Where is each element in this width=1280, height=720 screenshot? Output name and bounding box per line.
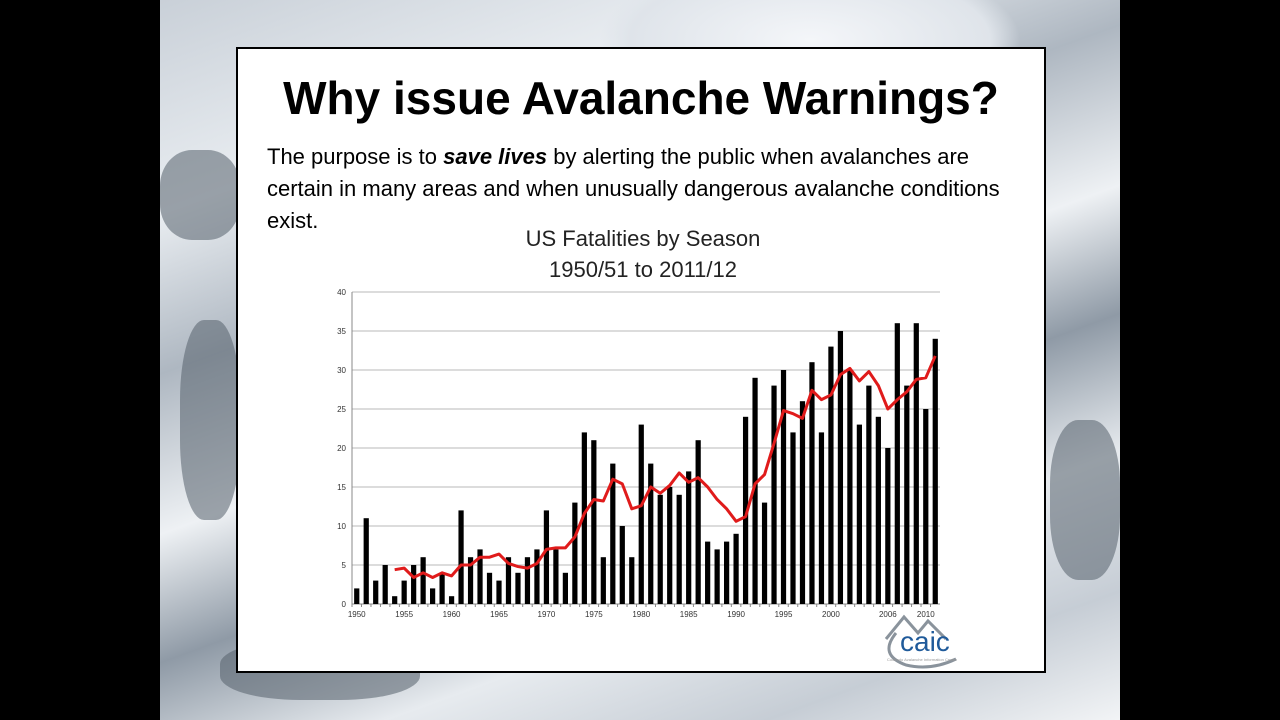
bar-1958 [430, 588, 436, 604]
bar-1999 [818, 432, 825, 604]
bar-2006 [885, 448, 891, 604]
chart-subtitle-line: 1950/51 to 2011/12 [549, 257, 737, 282]
logo-text: caic [900, 626, 950, 657]
bar-2009 [913, 323, 919, 604]
bar-1951 [363, 518, 369, 604]
body-text-start: The purpose is to [267, 144, 444, 169]
chart-title: US Fatalities by Season 1950/51 to 2011/… [488, 223, 798, 285]
x-tick-label: 1965 [490, 610, 508, 619]
bar-1976 [600, 557, 606, 604]
body-text-emphasis: save lives [443, 144, 548, 169]
x-tick-label: 2010 [917, 610, 935, 619]
bar-2002 [847, 370, 853, 604]
x-tick-label: 1990 [727, 610, 745, 619]
bar-1973 [572, 502, 578, 604]
caic-logo: caic Colorado Avalanche Information Cent… [884, 614, 958, 669]
logo-subtext: Colorado Avalanche Information Center [887, 657, 958, 662]
bar-1998 [809, 362, 815, 604]
bar-1953 [382, 565, 388, 604]
bar-1993 [761, 502, 768, 604]
body-text-end: by alerting the public when avalanches a… [267, 144, 1000, 233]
slide-body-text: The purpose is to save lives by alerting… [267, 141, 1027, 237]
x-tick-label: 1955 [395, 610, 413, 619]
bar-1959 [439, 572, 445, 604]
y-tick-label: 10 [337, 522, 346, 531]
bar-1950 [354, 588, 360, 604]
y-tick-label: 15 [337, 483, 346, 492]
bar-1955 [401, 580, 407, 604]
x-tick-label: 1985 [680, 610, 698, 619]
y-tick-label: 35 [337, 327, 346, 336]
bar-1984 [676, 494, 682, 604]
x-tick-label: 1980 [632, 610, 650, 619]
x-tick-label: 2006 [879, 610, 897, 619]
bar-1996 [790, 432, 796, 604]
bar-1970 [543, 510, 550, 604]
bar-1980 [638, 424, 644, 604]
bar-2003 [856, 424, 862, 604]
bar-1987 [705, 541, 711, 604]
bar-1997 [799, 401, 806, 604]
bar-2010 [923, 409, 929, 604]
x-tick-label: 1970 [538, 610, 556, 619]
bar-1972 [562, 572, 568, 604]
x-tick-label: 2000 [822, 610, 840, 619]
x-tick-label: 1975 [585, 610, 603, 619]
x-tick-label: 1960 [443, 610, 461, 619]
bar-1968 [524, 557, 531, 604]
bar-1991 [742, 416, 749, 604]
bar-1956 [411, 565, 417, 604]
bar-1964 [486, 572, 493, 604]
bar-1979 [629, 557, 635, 604]
x-tick-label: 1950 [348, 610, 366, 619]
slide: Why issue Avalanche Warnings? The purpos… [236, 47, 1046, 673]
bar-1966 [505, 557, 512, 604]
bar-1963 [477, 549, 483, 604]
bar-2004 [866, 385, 872, 604]
bar-1988 [714, 549, 720, 604]
bar-1952 [373, 580, 379, 604]
y-tick-label: 0 [342, 600, 347, 609]
bar-1990 [733, 533, 739, 604]
bar-1992 [752, 377, 758, 604]
bar-1983 [667, 487, 673, 604]
bar-1974 [581, 432, 587, 604]
bar-1965 [496, 580, 502, 604]
bar-1994 [771, 385, 777, 604]
y-tick-label: 40 [337, 288, 346, 297]
bar-2005 [875, 416, 881, 604]
bar-1961 [458, 510, 464, 604]
bar-1962 [467, 557, 474, 604]
bar-1969 [534, 549, 540, 604]
bar-1982 [657, 494, 663, 604]
bar-2001 [837, 331, 844, 604]
bar-1957 [420, 557, 426, 604]
bar-1989 [724, 541, 730, 604]
y-tick-label: 5 [342, 561, 347, 570]
bar-1975 [591, 440, 597, 604]
bar-1978 [619, 526, 625, 604]
bar-1954 [392, 596, 398, 604]
bar-1985 [686, 471, 692, 604]
x-tick-label: 1995 [775, 610, 793, 619]
bar-2008 [904, 385, 910, 604]
bar-1981 [648, 463, 654, 604]
moving-average-line [394, 355, 937, 579]
chart-title-line: US Fatalities by Season [525, 226, 761, 251]
y-tick-label: 25 [337, 405, 346, 414]
bar-1995 [780, 370, 787, 604]
slide-title: Why issue Avalanche Warnings? [283, 72, 999, 124]
bar-2007 [894, 323, 900, 604]
bar-1971 [553, 549, 559, 604]
bar-2000 [828, 346, 834, 604]
bar-2011 [932, 338, 938, 604]
bar-1960 [448, 596, 455, 604]
y-tick-label: 30 [337, 366, 346, 375]
y-tick-label: 20 [337, 444, 346, 453]
bar-1977 [610, 463, 616, 604]
bar-1986 [695, 440, 701, 604]
bar-1967 [515, 572, 521, 604]
fatalities-chart: 0 5 10 15 20 25 30 35 40 1950 1955 1960 1965 1970 1975… [337, 288, 940, 619]
